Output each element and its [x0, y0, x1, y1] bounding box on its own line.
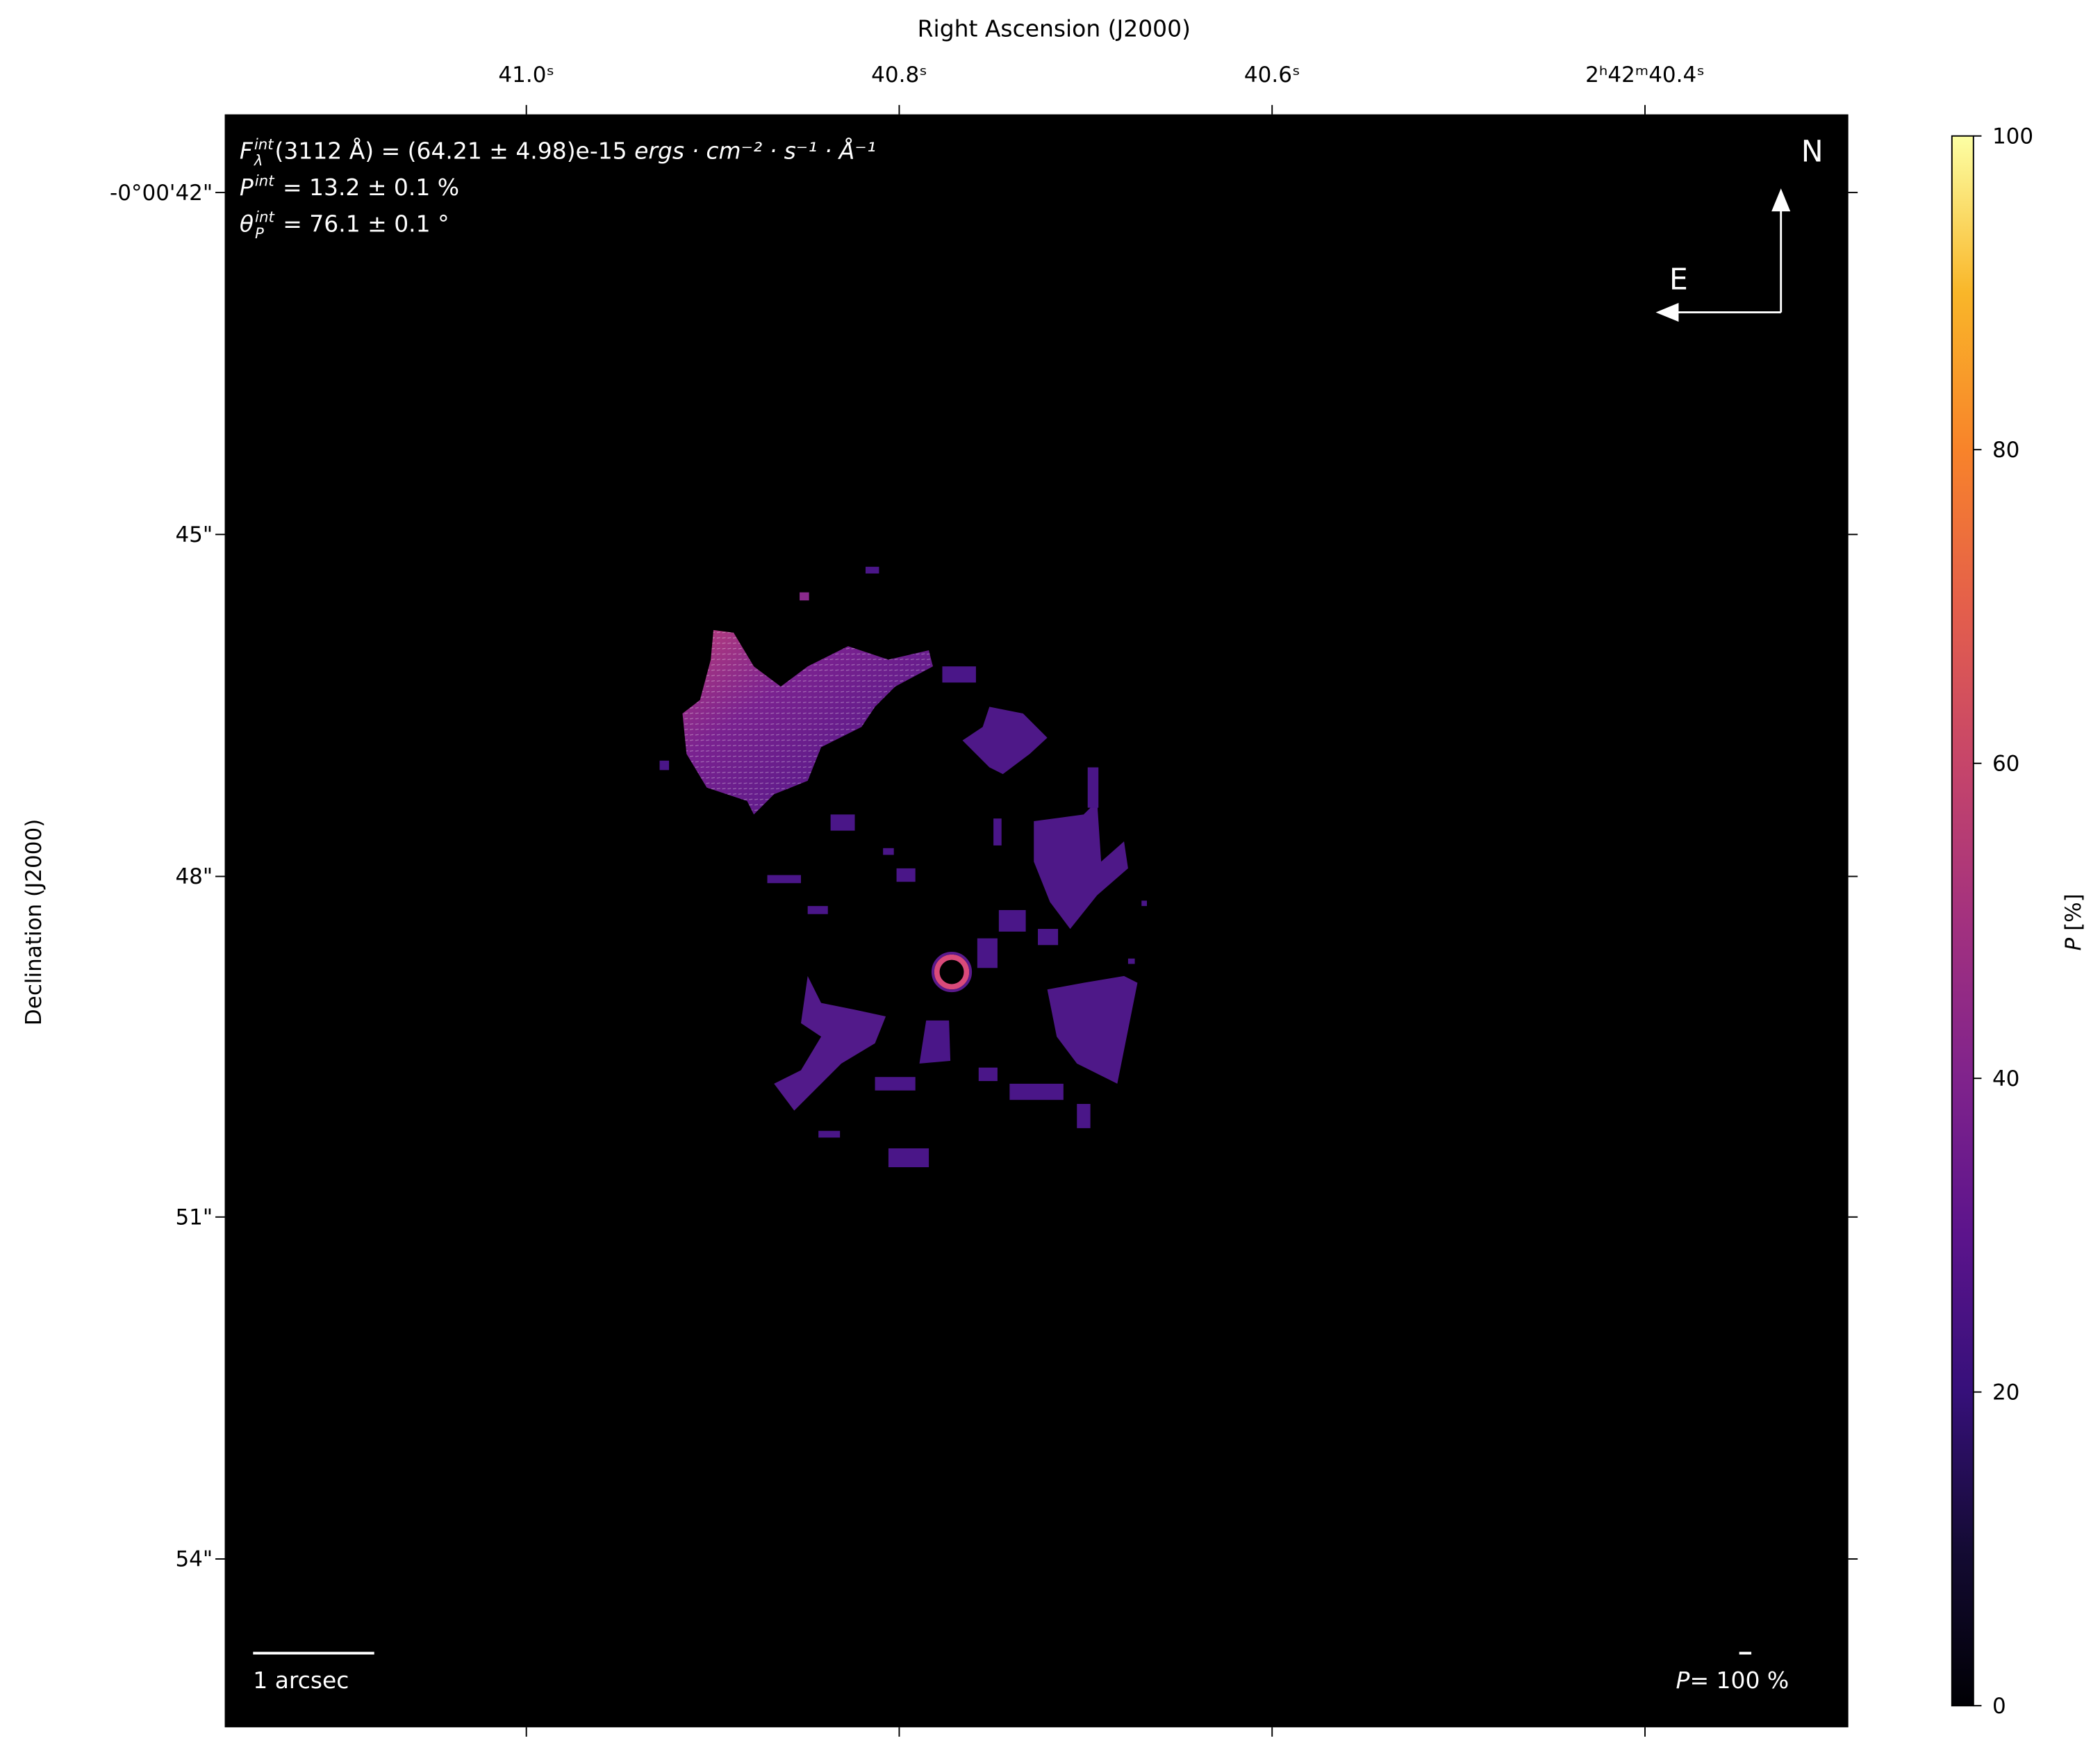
region-fragment: [1141, 900, 1148, 907]
colorbar-tick-label: 0: [1992, 1692, 2006, 1719]
colorbar-tick-label: 80: [1992, 436, 2020, 463]
region-fragment: [888, 1148, 929, 1168]
colorbar-tick-label: 20: [1992, 1379, 2020, 1405]
region-fragment: [896, 868, 916, 882]
north-arrowhead-icon: [1771, 188, 1791, 212]
region-center-south: [919, 1020, 951, 1064]
colorbar-tick-label: 100: [1992, 123, 2034, 149]
region-northeast: [962, 707, 1048, 775]
theta-line: θ int P = 76.1 ± 0.1 °: [240, 207, 876, 243]
vector-scale-value: = 100 %: [1689, 1667, 1789, 1695]
axis-ticks: [215, 105, 1858, 1737]
x-tick-label: 2ʰ42ᵐ40.4ˢ: [1585, 62, 1705, 88]
theta-symbol: θ: [239, 211, 254, 238]
region-southwest: [774, 975, 886, 1111]
region-fragment: [659, 760, 670, 770]
flux-value: (3112 Å) = (64.21 ± 4.98)e-15: [274, 138, 635, 166]
nucleus-ring-outer: [931, 952, 973, 993]
flux-sub: λ: [254, 151, 263, 170]
colorbar-tick-label: 40: [1992, 1065, 2020, 1091]
region-fragment: [1009, 1083, 1064, 1100]
colorbar-label-symbol: P: [2060, 937, 2086, 951]
region-fragment: [818, 1130, 841, 1138]
region-east: [1034, 800, 1128, 930]
y-tick-label: 48": [175, 864, 213, 889]
region-fragment: [1038, 929, 1059, 946]
colorbar-label: P [%]: [2060, 893, 2086, 950]
x-tick-label: 40.6ˢ: [1243, 62, 1300, 88]
flux-symbol: F: [239, 138, 253, 166]
vector-scale-symbol: P: [1676, 1667, 1690, 1695]
y-tick-label: -0°00'42": [110, 179, 213, 206]
region-fragment: [807, 906, 828, 914]
region-fragment: [800, 592, 809, 601]
flux-scripts: int λ: [254, 135, 274, 170]
region-fragment: [1077, 1103, 1091, 1128]
colorbar-label-unit: [%]: [2060, 893, 2086, 931]
region-fragment: [866, 566, 879, 574]
flux-line: F int λ (3112 Å) = (64.21 ± 4.98)e-15 er…: [240, 135, 876, 171]
theta-sub: P: [255, 224, 264, 242]
vector-scale-label: P= 100 %: [1676, 1668, 1789, 1695]
p-line: P int = 13.2 ± 0.1 %: [240, 171, 876, 207]
colorbar-ticks: [1973, 135, 1982, 1707]
x-tick-label: 41.0ˢ: [498, 62, 554, 88]
region-fragment: [998, 909, 1026, 932]
colorbar: [1951, 135, 1974, 1707]
east-label: E: [1669, 263, 1688, 298]
theta-scripts: int P: [255, 208, 274, 242]
p-value: = 13.2 ± 0.1 %: [275, 174, 460, 202]
flux-annotation: F int λ (3112 Å) = (64.21 ± 4.98)e-15 er…: [240, 135, 876, 244]
theta-value: = 76.1 ± 0.1 °: [275, 211, 449, 238]
y-tick-label: 45": [175, 521, 213, 547]
x-tick-label: 40.8ˢ: [871, 62, 927, 88]
polarization-regions: [659, 566, 1148, 1168]
east-arrowhead-icon: [1655, 303, 1679, 322]
region-fragment: [883, 848, 894, 855]
compass: [1655, 188, 1791, 322]
p-symbol: P: [239, 174, 254, 202]
region-fragment: [1127, 958, 1135, 964]
north-label: N: [1801, 135, 1824, 170]
region-fragment: [875, 1077, 916, 1091]
region-fragment: [942, 666, 976, 683]
flux-units: ergs · cm⁻² · s⁻¹ · Å⁻¹: [634, 138, 876, 166]
colorbar-tick-label: 60: [1992, 750, 2020, 777]
plot-area: [224, 114, 1849, 1728]
region-fragment: [977, 938, 998, 968]
p-sup: int: [254, 172, 274, 190]
region-texture: [682, 629, 933, 815]
flux-sup: int: [254, 135, 274, 153]
region-fragment: [830, 814, 855, 831]
scale-bar-label: 1 arcsec: [253, 1667, 349, 1695]
x-axis-label: Right Ascension (J2000): [917, 16, 1191, 44]
region-southeast: [1047, 975, 1138, 1084]
y-tick-label: 54": [175, 1546, 213, 1572]
region-fragment: [993, 818, 1002, 845]
region-fragment: [767, 875, 801, 884]
region-fragment: [1087, 767, 1099, 808]
p-scripts: int: [254, 172, 274, 206]
small-regions: [659, 566, 1148, 1168]
region-fragment: [978, 1067, 998, 1082]
y-tick-label: 51": [175, 1204, 213, 1230]
nucleus-ring: [934, 954, 970, 990]
theta-sup: int: [255, 208, 274, 226]
